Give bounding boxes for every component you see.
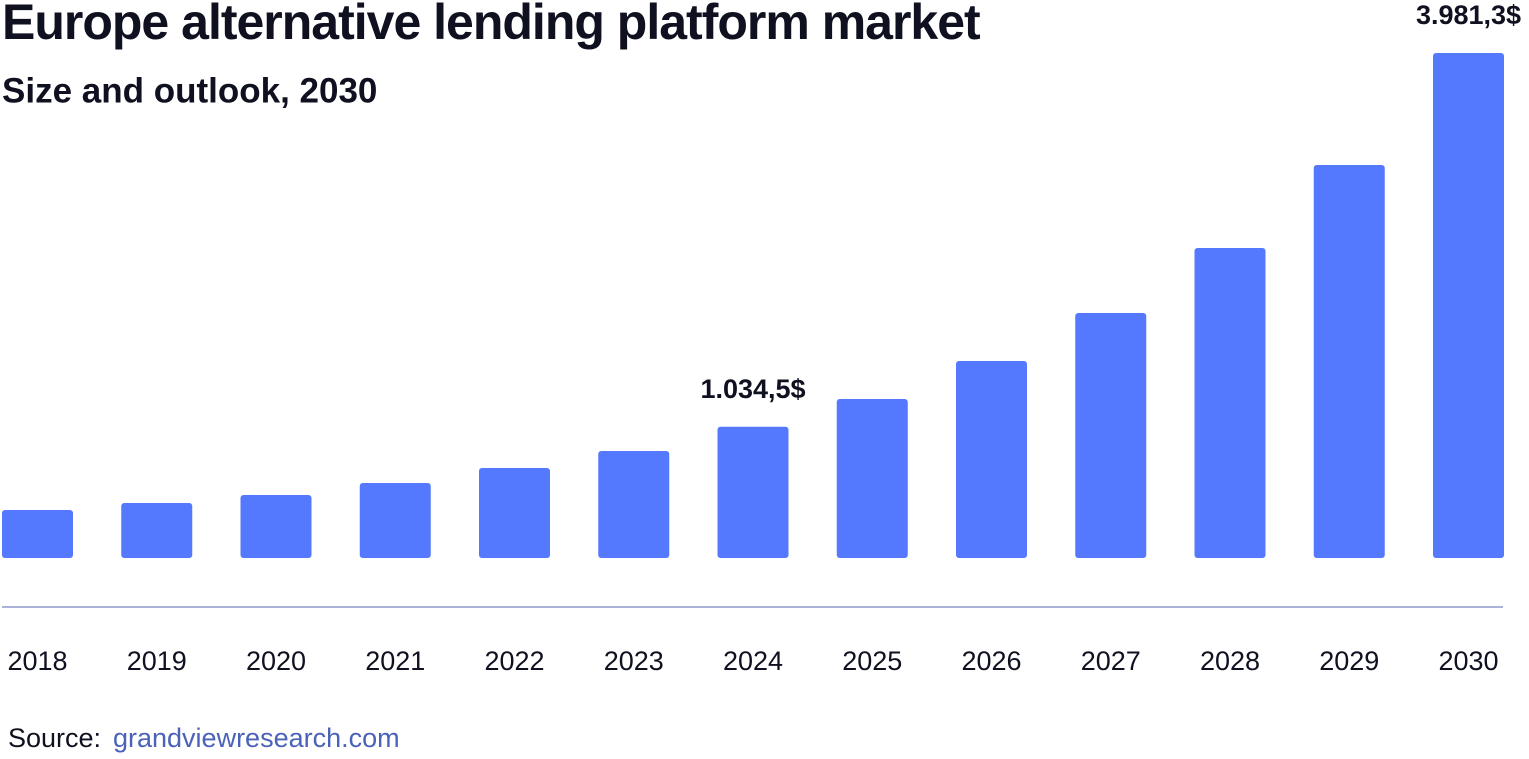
bar [956, 361, 1027, 558]
x-tick-label: 2027 [1081, 646, 1141, 676]
x-tick-label: 2023 [604, 646, 664, 676]
bar [359, 483, 431, 558]
x-tick-label: 2022 [484, 646, 544, 676]
x-tick-label: 2028 [1200, 646, 1260, 676]
bar [240, 494, 312, 558]
bar [1075, 312, 1147, 558]
bar [717, 426, 789, 558]
chart-title: Europe alternative lending platform mark… [2, 0, 981, 50]
source-link[interactable]: grandviewresearch.com [113, 723, 400, 753]
x-tick-label: 2019 [127, 646, 187, 676]
chart-subtitle: Size and outlook, 2030 [2, 71, 377, 110]
x-tick-label: 2018 [7, 646, 67, 676]
bar [598, 450, 670, 558]
x-tick-label: 2021 [365, 646, 425, 676]
bar [1194, 247, 1266, 558]
bar [836, 398, 908, 558]
bar [1313, 165, 1385, 559]
x-tick-label: 2029 [1319, 646, 1379, 676]
bar [479, 467, 550, 558]
bar [1433, 53, 1504, 558]
x-tick-label: 2030 [1438, 646, 1498, 676]
x-tick-label: 2020 [246, 646, 306, 676]
x-tick-label: 2025 [842, 646, 902, 676]
value-label: 3.981,3$ [1416, 0, 1521, 30]
x-tick-label: 2026 [961, 646, 1021, 676]
value-label: 1.034,5$ [700, 374, 805, 404]
x-tick-label: 2024 [723, 646, 783, 676]
bar [2, 510, 73, 558]
bar [121, 502, 193, 558]
source-label: Source: [8, 723, 101, 753]
